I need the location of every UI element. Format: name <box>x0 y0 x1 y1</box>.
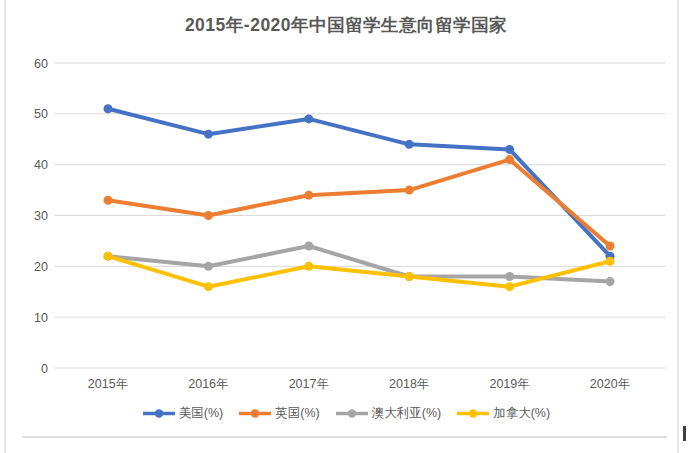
data-point <box>204 211 213 220</box>
data-point <box>204 282 213 291</box>
data-point <box>505 155 514 164</box>
data-point <box>204 262 213 271</box>
data-point <box>304 114 313 123</box>
x-tick-label: 2018年 <box>389 377 429 391</box>
data-point <box>104 104 113 113</box>
data-point <box>405 272 414 281</box>
y-tick-label: 40 <box>34 158 48 172</box>
legend-line-marker-icon <box>142 408 176 419</box>
y-tick-label: 30 <box>34 209 48 223</box>
data-point <box>104 196 113 205</box>
x-tick-label: 2020年 <box>590 377 630 391</box>
document-page: 2015年-2020年中国留学生意向留学国家 01020304050602015… <box>0 0 692 453</box>
data-point <box>606 257 615 266</box>
legend-item[interactable]: 澳大利亚(%) <box>335 405 441 422</box>
legend-label: 加拿大(%) <box>493 405 550 422</box>
data-point <box>304 191 313 200</box>
data-point <box>405 140 414 149</box>
data-point <box>505 282 514 291</box>
series-line <box>108 160 610 246</box>
data-point <box>505 145 514 154</box>
y-tick-label: 50 <box>34 107 48 121</box>
data-point <box>606 277 615 286</box>
legend-item[interactable]: 加拿大(%) <box>456 405 550 422</box>
series-line <box>108 246 610 282</box>
data-point <box>204 130 213 139</box>
legend-label: 英国(%) <box>275 405 319 422</box>
legend-line-marker-icon <box>238 408 272 419</box>
y-tick-label: 0 <box>41 362 48 376</box>
x-tick-label: 2019年 <box>489 377 529 391</box>
y-tick-label: 60 <box>34 57 48 71</box>
legend-line-marker-icon <box>456 408 490 419</box>
y-tick-label: 20 <box>34 260 48 274</box>
chart-legend: 美国(%) 英国(%) 澳大利亚(%) 加拿大(%) <box>0 402 692 424</box>
data-point <box>405 186 414 195</box>
data-point <box>606 242 615 251</box>
data-point <box>505 272 514 281</box>
text-cursor-mark <box>683 426 686 441</box>
legend-item[interactable]: 美国(%) <box>142 405 223 422</box>
legend-line-marker-icon <box>335 408 369 419</box>
y-tick-label: 10 <box>34 311 48 325</box>
legend-label: 澳大利亚(%) <box>372 405 441 422</box>
chart-plot-area[interactable]: 0 10 20 30 40 50 60 2015年 2016年 2017年 2018年 2019年 20… <box>0 0 692 453</box>
data-point <box>304 262 313 271</box>
data-point <box>104 252 113 261</box>
bottom-border-line <box>22 436 667 438</box>
legend-item[interactable]: 英国(%) <box>238 405 319 422</box>
x-tick-label: 2017年 <box>289 377 329 391</box>
x-tick-label: 2016年 <box>188 377 228 391</box>
data-point <box>304 242 313 251</box>
legend-label: 美国(%) <box>179 405 223 422</box>
x-tick-label: 2015年 <box>88 377 128 391</box>
